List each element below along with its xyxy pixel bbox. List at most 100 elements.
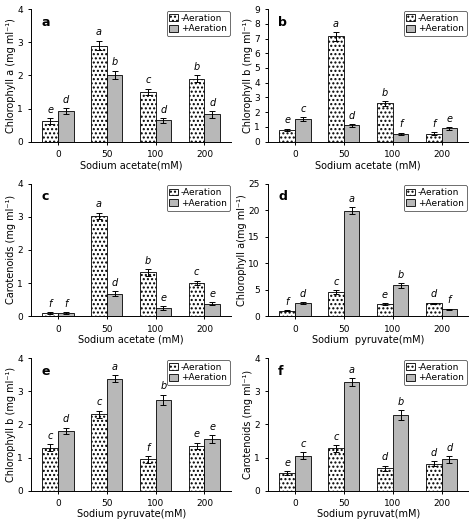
Text: c: c xyxy=(300,439,306,449)
Text: e: e xyxy=(210,422,215,432)
Text: c: c xyxy=(194,267,200,277)
Text: b: b xyxy=(397,270,404,280)
Text: c: c xyxy=(300,104,306,114)
Text: d: d xyxy=(278,190,287,203)
Text: b: b xyxy=(160,381,166,391)
Bar xyxy=(426,464,442,491)
Bar xyxy=(155,120,171,142)
Text: d: d xyxy=(446,443,453,453)
Text: d: d xyxy=(348,111,355,121)
Text: b: b xyxy=(111,57,118,67)
Bar xyxy=(279,474,295,491)
X-axis label: Sodium pyruvat(mM): Sodium pyruvat(mM) xyxy=(317,509,420,519)
Y-axis label: Carotenoids (mg ml⁻¹): Carotenoids (mg ml⁻¹) xyxy=(6,195,16,304)
Legend: -Aeration, +Aeration: -Aeration, +Aeration xyxy=(166,360,229,385)
Bar xyxy=(426,133,442,142)
Bar xyxy=(279,311,295,316)
Text: d: d xyxy=(160,105,166,115)
Text: e: e xyxy=(382,290,388,300)
Bar xyxy=(377,103,393,142)
Legend: -Aeration, +Aeration: -Aeration, +Aeration xyxy=(404,185,466,211)
Bar xyxy=(155,400,171,491)
Text: a: a xyxy=(349,194,355,204)
Text: a: a xyxy=(96,27,102,37)
Text: d: d xyxy=(209,98,215,108)
Bar xyxy=(140,272,155,316)
Bar xyxy=(42,448,58,491)
Legend: -Aeration, +Aeration: -Aeration, +Aeration xyxy=(404,11,466,36)
Bar xyxy=(344,382,359,491)
Bar xyxy=(189,283,204,316)
Text: f: f xyxy=(448,296,451,306)
Bar xyxy=(344,125,359,142)
Text: b: b xyxy=(382,88,388,98)
Text: f: f xyxy=(278,365,283,378)
Text: e: e xyxy=(47,105,53,115)
Bar xyxy=(140,92,155,142)
Bar xyxy=(442,309,457,316)
Bar xyxy=(393,415,408,491)
Y-axis label: Chlorophyll b (mg ml⁻¹): Chlorophyll b (mg ml⁻¹) xyxy=(6,367,16,482)
Text: d: d xyxy=(111,278,118,288)
X-axis label: Sodium acetate (mM): Sodium acetate (mM) xyxy=(316,160,421,171)
Bar xyxy=(393,133,408,142)
Text: e: e xyxy=(41,365,50,378)
X-axis label: Sodium pyruvate(mM): Sodium pyruvate(mM) xyxy=(77,509,186,519)
Text: a: a xyxy=(349,365,355,375)
Text: e: e xyxy=(284,116,290,125)
Text: f: f xyxy=(64,299,67,309)
Bar xyxy=(58,111,73,142)
Text: b: b xyxy=(278,16,287,29)
Text: f: f xyxy=(48,299,52,309)
Bar xyxy=(328,448,344,491)
Text: c: c xyxy=(333,277,339,287)
Y-axis label: Chlorophyll a(mg ml⁻¹): Chlorophyll a(mg ml⁻¹) xyxy=(237,194,247,306)
Bar xyxy=(377,468,393,491)
Text: e: e xyxy=(447,113,452,123)
Bar xyxy=(295,456,310,491)
Bar xyxy=(189,446,204,491)
Text: a: a xyxy=(96,200,102,209)
Bar xyxy=(426,303,442,316)
Text: c: c xyxy=(47,431,53,441)
Text: a: a xyxy=(111,362,118,372)
Text: d: d xyxy=(300,289,306,299)
Text: c: c xyxy=(333,432,339,442)
Text: d: d xyxy=(63,414,69,424)
Bar xyxy=(91,216,107,316)
Text: d: d xyxy=(382,452,388,462)
Bar xyxy=(328,36,344,142)
Bar xyxy=(442,459,457,491)
Bar xyxy=(328,292,344,316)
Bar xyxy=(279,130,295,142)
Text: a: a xyxy=(41,16,50,29)
Bar xyxy=(155,308,171,316)
Bar xyxy=(42,313,58,316)
Text: c: c xyxy=(145,75,150,85)
Bar xyxy=(204,114,220,142)
Text: d: d xyxy=(431,289,437,299)
Bar xyxy=(204,303,220,316)
Bar xyxy=(42,121,58,142)
Text: f: f xyxy=(399,119,402,129)
Text: f: f xyxy=(146,443,149,453)
Text: e: e xyxy=(210,289,215,299)
Text: b: b xyxy=(397,397,404,407)
Y-axis label: Chlorophyll b (mg ml⁻¹): Chlorophyll b (mg ml⁻¹) xyxy=(243,18,253,133)
Bar xyxy=(295,303,310,316)
Text: d: d xyxy=(63,94,69,104)
Bar xyxy=(91,46,107,142)
Text: d: d xyxy=(431,448,437,458)
Text: e: e xyxy=(160,293,166,303)
Legend: -Aeration, +Aeration: -Aeration, +Aeration xyxy=(166,185,229,211)
Bar xyxy=(344,211,359,316)
Text: f: f xyxy=(432,119,436,129)
Bar xyxy=(295,119,310,142)
Bar xyxy=(58,431,73,491)
Text: c: c xyxy=(96,397,101,407)
X-axis label: Sodium acetate(mM): Sodium acetate(mM) xyxy=(80,160,182,171)
X-axis label: Sodium  pyruvate(mM): Sodium pyruvate(mM) xyxy=(312,335,425,345)
Bar xyxy=(189,79,204,142)
X-axis label: Sodium acetate (mM): Sodium acetate (mM) xyxy=(78,335,184,345)
Text: f: f xyxy=(285,297,289,307)
